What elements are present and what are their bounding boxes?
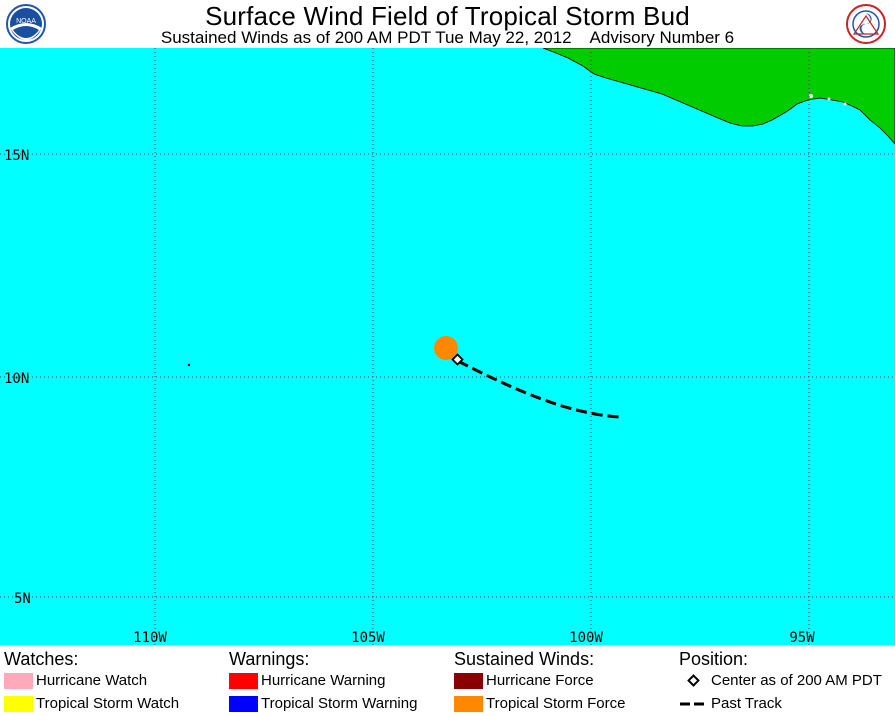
hurricane-watch-swatch bbox=[4, 673, 33, 689]
legend: Watches: Hurricane Watch Tropical Storm … bbox=[0, 645, 895, 716]
legend-sustained-winds: Sustained Winds: Hurricane Force Tropica… bbox=[454, 649, 625, 715]
lat-label-5n: 5N bbox=[14, 591, 31, 607]
lat-label-10n: 10N bbox=[4, 371, 29, 387]
legend-item-hurricane-warning: Hurricane Warning bbox=[229, 670, 386, 692]
tropical-storm-force-swatch bbox=[454, 696, 483, 712]
legend-label: Tropical Storm Warning bbox=[261, 695, 418, 712]
legend-warnings: Warnings: Hurricane Warning Tropical Sto… bbox=[229, 649, 417, 715]
legend-item-tropical-storm-force: Tropical Storm Force bbox=[454, 693, 625, 715]
header: NOAA Surface Wind Field of Tropical Stor… bbox=[0, 0, 895, 48]
legend-item-tropical-storm-warning: Tropical Storm Warning bbox=[229, 693, 417, 715]
legend-label: Center as of 200 AM PDT bbox=[711, 672, 882, 689]
legend-label: Hurricane Watch bbox=[36, 672, 148, 689]
legend-watches-heading: Watches: bbox=[4, 649, 79, 669]
legend-watches: Watches: Hurricane Watch Tropical Storm … bbox=[4, 649, 179, 715]
lon-label-95w: 95W bbox=[789, 630, 815, 645]
coastal-islets bbox=[809, 94, 847, 106]
tropical-storm-watch-swatch bbox=[4, 696, 33, 712]
hurricane-force-swatch bbox=[454, 673, 483, 689]
nws-logo-icon bbox=[846, 4, 886, 44]
legend-item-past-track: Past Track bbox=[679, 693, 782, 715]
legend-item-hurricane-watch: Hurricane Watch bbox=[4, 670, 147, 692]
svg-text:NOAA: NOAA bbox=[16, 18, 36, 25]
coastline-land bbox=[542, 48, 895, 145]
legend-label: Hurricane Force bbox=[486, 672, 594, 689]
lat-label-15n: 15N bbox=[4, 148, 29, 164]
legend-warnings-heading: Warnings: bbox=[229, 649, 310, 669]
past-track-icon bbox=[457, 359, 622, 419]
map-title: Surface Wind Field of Tropical Storm Bud bbox=[205, 1, 690, 31]
legend-item-center: Center as of 200 AM PDT bbox=[679, 670, 882, 692]
storm-map: 15N 10N 5N 110W 105W 100W 95W bbox=[0, 48, 895, 645]
hurricane-warning-swatch bbox=[229, 673, 258, 689]
legend-winds-heading: Sustained Winds: bbox=[454, 649, 595, 669]
legend-label: Hurricane Warning bbox=[261, 672, 386, 689]
small-island bbox=[187, 363, 191, 367]
tropical-storm-force-area-icon bbox=[434, 336, 458, 360]
map-subtitle: Sustained Winds as of 200 AM PDT Tue May… bbox=[160, 28, 735, 47]
lon-label-110w: 110W bbox=[133, 630, 167, 645]
legend-item-tropical-storm-watch: Tropical Storm Watch bbox=[4, 693, 179, 715]
dashed-line-icon bbox=[680, 702, 708, 706]
lon-label-100w: 100W bbox=[569, 630, 603, 645]
noaa-logo-icon: NOAA bbox=[6, 4, 46, 44]
legend-position-heading: Position: bbox=[679, 649, 749, 669]
tropical-storm-warning-swatch bbox=[229, 696, 258, 712]
diamond-icon bbox=[687, 674, 700, 687]
storm-center-icon bbox=[451, 353, 464, 366]
legend-position: Position: Center as of 200 AM PDT Past T… bbox=[679, 649, 882, 715]
legend-label: Past Track bbox=[711, 695, 782, 712]
lon-label-105w: 105W bbox=[351, 630, 385, 645]
legend-item-hurricane-force: Hurricane Force bbox=[454, 670, 594, 692]
legend-label: Tropical Storm Force bbox=[486, 695, 626, 712]
legend-label: Tropical Storm Watch bbox=[36, 695, 180, 712]
